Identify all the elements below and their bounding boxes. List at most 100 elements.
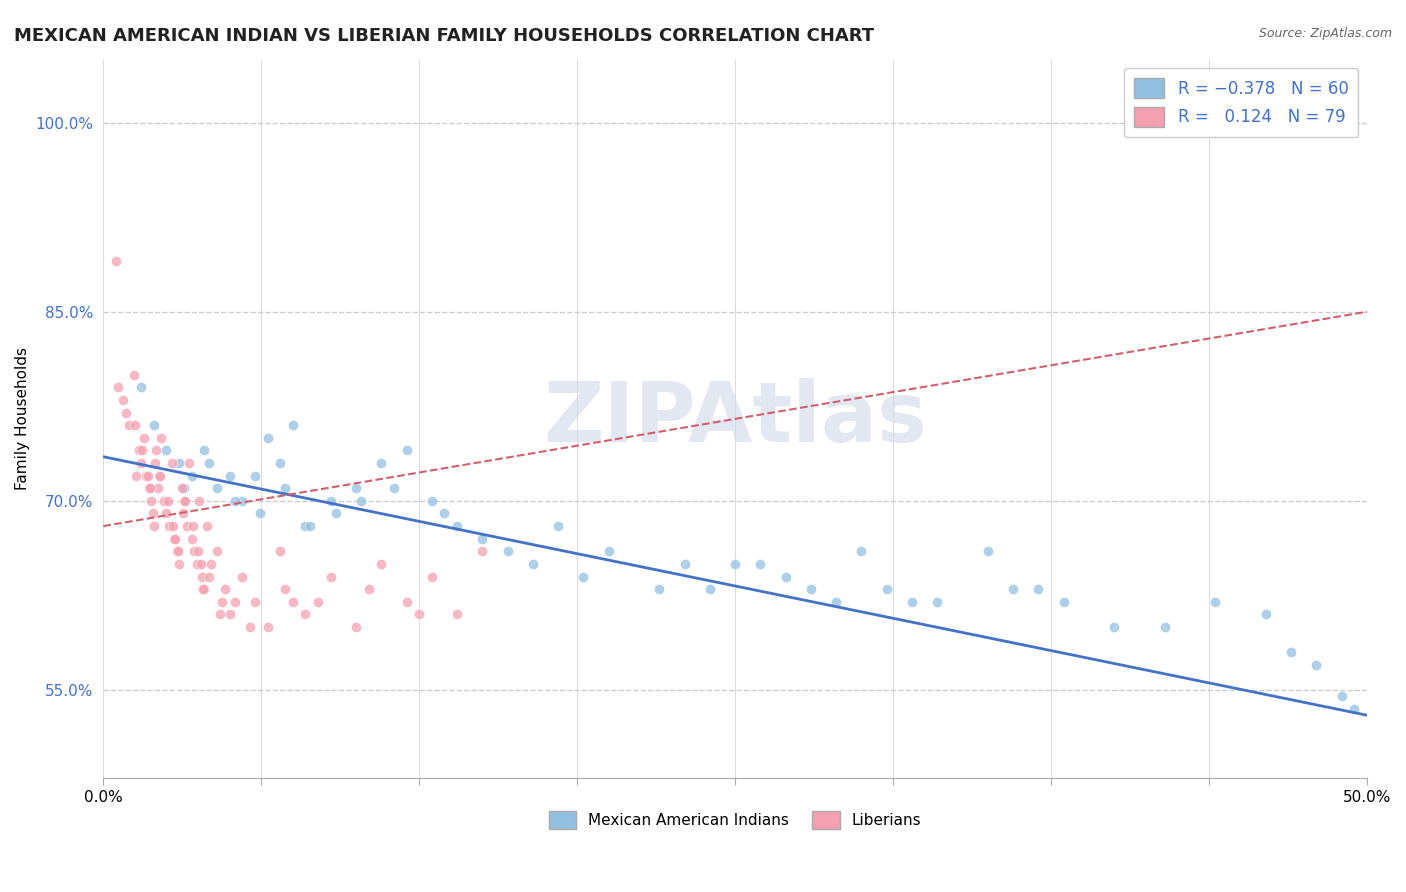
Point: [191, 569, 214, 583]
Point: [166, 544, 188, 558]
Point: [239, 620, 262, 634]
Point: [180, 532, 202, 546]
Point: [183, 544, 205, 558]
Point: [128, 443, 150, 458]
Point: [446, 607, 468, 622]
Point: [129, 456, 152, 470]
Point: [269, 544, 291, 558]
Point: [153, 494, 176, 508]
Point: [274, 582, 297, 596]
Point: [131, 443, 153, 458]
Point: [496, 544, 519, 558]
Point: [256, 620, 278, 634]
Point: [165, 532, 187, 546]
Point: [129, 380, 152, 394]
Point: [218, 468, 240, 483]
Point: [181, 519, 204, 533]
Point: [142, 507, 165, 521]
Point: [1305, 657, 1327, 672]
Point: [208, 607, 231, 622]
Point: [205, 544, 228, 558]
Point: [136, 468, 159, 483]
Y-axis label: Family Households: Family Households: [15, 347, 30, 491]
Point: [977, 544, 1000, 558]
Point: [395, 443, 418, 458]
Point: [190, 557, 212, 571]
Point: [256, 431, 278, 445]
Text: ZIPAtlas: ZIPAtlas: [543, 378, 927, 459]
Point: [146, 481, 169, 495]
Point: [775, 569, 797, 583]
Point: [294, 607, 316, 622]
Point: [319, 494, 342, 508]
Point: [167, 456, 190, 470]
Text: MEXICAN AMERICAN INDIAN VS LIBERIAN FAMILY HOUSEHOLDS CORRELATION CHART: MEXICAN AMERICAN INDIAN VS LIBERIAN FAMI…: [14, 27, 875, 45]
Point: [193, 443, 215, 458]
Point: [648, 582, 671, 596]
Point: [800, 582, 823, 596]
Point: [370, 456, 392, 470]
Point: [173, 481, 195, 495]
Point: [205, 481, 228, 495]
Point: [876, 582, 898, 596]
Point: [214, 582, 236, 596]
Point: [157, 519, 180, 533]
Point: [1254, 607, 1277, 622]
Point: [408, 607, 430, 622]
Point: [927, 595, 949, 609]
Point: [188, 494, 211, 508]
Point: [281, 595, 304, 609]
Point: [446, 519, 468, 533]
Point: [132, 431, 155, 445]
Point: [195, 519, 218, 533]
Point: [243, 595, 266, 609]
Point: [138, 481, 160, 495]
Point: [180, 468, 202, 483]
Point: [749, 557, 772, 571]
Legend: Mexican American Indians, Liberians: Mexican American Indians, Liberians: [543, 805, 928, 835]
Point: [673, 557, 696, 571]
Point: [344, 481, 367, 495]
Point: [1052, 595, 1074, 609]
Point: [1102, 620, 1125, 634]
Point: [163, 532, 186, 546]
Point: [825, 595, 848, 609]
Point: [1343, 702, 1365, 716]
Point: [142, 519, 165, 533]
Point: [243, 468, 266, 483]
Point: [522, 557, 544, 571]
Point: [357, 582, 380, 596]
Point: [851, 544, 873, 558]
Point: [141, 494, 163, 508]
Point: [1279, 645, 1302, 659]
Point: [187, 544, 209, 558]
Point: [115, 406, 138, 420]
Point: [1001, 582, 1024, 596]
Point: [174, 494, 197, 508]
Point: [122, 368, 145, 382]
Point: [350, 494, 373, 508]
Point: [395, 595, 418, 609]
Point: [901, 595, 924, 609]
Point: [160, 456, 183, 470]
Point: [167, 557, 190, 571]
Point: [249, 507, 271, 521]
Point: [344, 620, 367, 634]
Point: [231, 494, 253, 508]
Point: [471, 532, 494, 546]
Point: [299, 519, 322, 533]
Point: [294, 519, 316, 533]
Point: [148, 468, 170, 483]
Point: [198, 456, 221, 470]
Point: [162, 519, 184, 533]
Point: [156, 494, 179, 508]
Point: [598, 544, 620, 558]
Point: [471, 544, 494, 558]
Point: [281, 418, 304, 433]
Point: [1153, 620, 1175, 634]
Point: [191, 582, 214, 596]
Point: [155, 443, 177, 458]
Point: [125, 468, 148, 483]
Point: [176, 519, 198, 533]
Point: [319, 569, 342, 583]
